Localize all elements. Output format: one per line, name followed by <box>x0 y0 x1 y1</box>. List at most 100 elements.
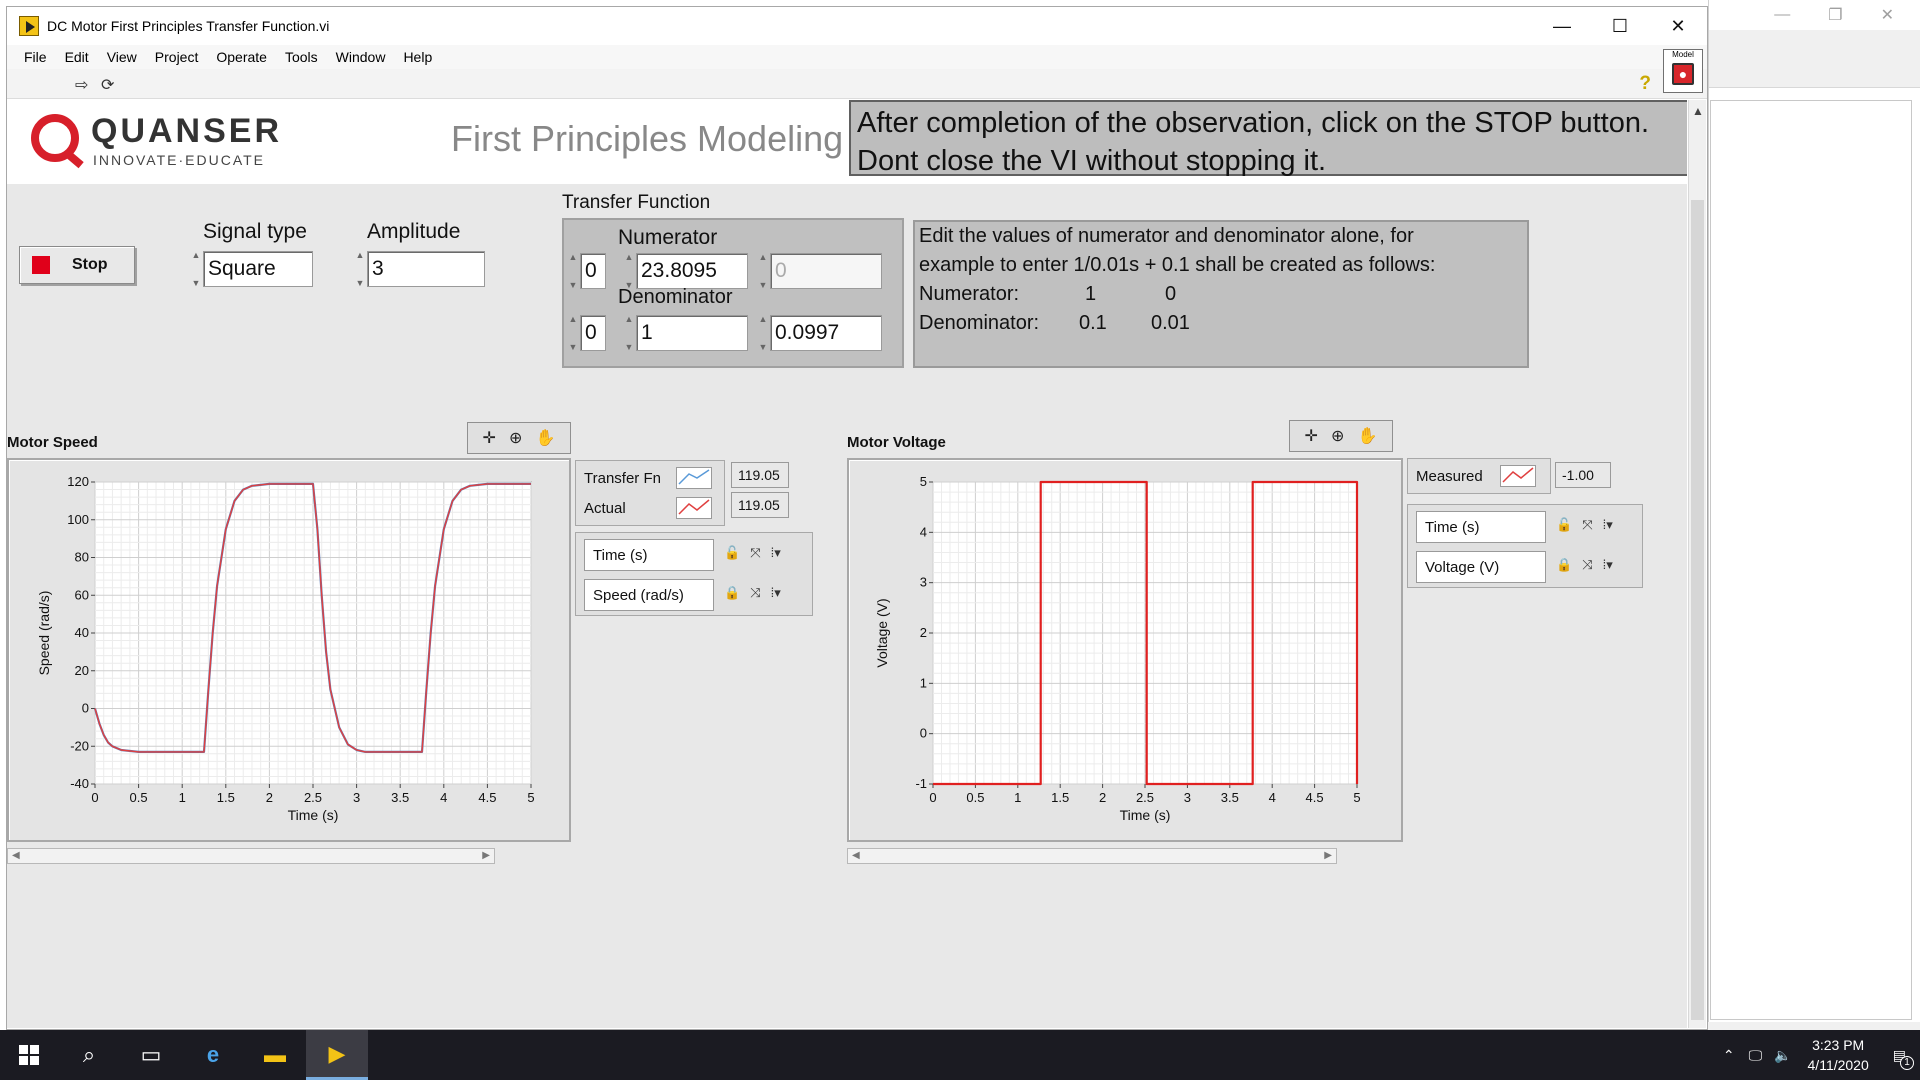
motor-speed-graph[interactable]: 0 0.5 1 1.5 2 2.5 3 3.5 4 4.5 5 -40 -20 0 20 40 60 80 100 1… <box>7 458 571 842</box>
menu-operate[interactable]: Operate <box>216 49 267 65</box>
legend-row-transfer-fn[interactable]: Transfer Fn <box>584 467 712 489</box>
speed-graph-palette: ✛ ⊕ ✋ <box>467 422 571 454</box>
labview-taskbar-icon[interactable]: ▶ <box>306 1030 368 1080</box>
lock-icon[interactable]: 🔒 <box>724 585 741 600</box>
format-y-icon[interactable]: ⁞▾ <box>770 585 781 600</box>
scroll-up-icon[interactable]: ▲ <box>1692 104 1704 118</box>
x-tick-label: 0.5 <box>966 790 984 805</box>
pan-hand-icon[interactable]: ✋ <box>535 430 556 447</box>
close-button[interactable]: ✕ <box>1670 15 1686 36</box>
denominator-0-input[interactable]: 1 <box>636 315 748 351</box>
menu-view[interactable]: View <box>106 49 137 65</box>
amplitude-input[interactable]: 3 <box>367 251 485 287</box>
internet-explorer-icon[interactable]: e <box>206 1042 220 1067</box>
format-y-icon[interactable]: ⁞▾ <box>1602 557 1613 572</box>
numerator-element-0: ▲ ▼ 23.8095 <box>622 252 748 290</box>
run-arrow-icon[interactable]: ⇨ <box>75 77 89 94</box>
context-help-icon[interactable]: ? <box>1639 73 1651 94</box>
zoom-icon[interactable]: ⊕ <box>1331 428 1345 445</box>
cursor-move-icon[interactable]: ✛ <box>482 430 496 447</box>
lock-icon[interactable]: 🔒 <box>1556 557 1573 572</box>
minimize-icon[interactable]: — <box>1774 6 1791 23</box>
numerator-index-spinner[interactable]: ▲ ▼ <box>568 252 578 290</box>
y-scale-voltage[interactable]: Voltage (V) <box>1416 551 1546 583</box>
signal-type-ring[interactable]: Square <box>203 251 313 287</box>
minimize-button[interactable]: — <box>1553 15 1571 36</box>
voltage-graph-scrollbar[interactable]: ◀ ▶ <box>847 848 1337 864</box>
x-axis-label: Time (s) <box>288 807 339 823</box>
windows-taskbar: ⌕ ▭ e ▬ ▶ ⌃ 🖵 🔈 3:23 PM 4/11/2020 ▤ 1 <box>0 1030 1920 1080</box>
speed-plot-legend: Transfer Fn Actual <box>575 460 725 526</box>
taskbar-clock[interactable]: 3:23 PM 4/11/2020 <box>1808 1035 1869 1075</box>
close-icon[interactable]: ✕ <box>1880 7 1894 24</box>
scroll-left-icon[interactable]: ◀ <box>852 850 860 861</box>
numerator-0-input[interactable]: 23.8095 <box>636 253 748 289</box>
amplitude-spinner[interactable]: ▲ ▼ <box>355 250 365 288</box>
scroll-left-icon[interactable]: ◀ <box>12 850 20 861</box>
scroll-right-icon[interactable]: ▶ <box>482 850 490 861</box>
y-tick-label: 4 <box>920 524 927 539</box>
run-continuously-icon[interactable]: ⟳ <box>101 77 115 94</box>
y-tick-label: 2 <box>920 625 927 640</box>
menu-window[interactable]: Window <box>335 49 386 65</box>
search-icon[interactable]: ⌕ <box>82 1042 96 1067</box>
front-panel-vertical-scrollbar[interactable]: ▲ <box>1688 100 1706 1028</box>
motor-voltage-graph[interactable]: 0 0.5 1 1.5 2 2.5 3 3.5 4 4.5 5 -1 0 1 2 3 4 5 Time (s) Vol… <box>847 458 1403 842</box>
speed-graph-scrollbar[interactable]: ◀ ▶ <box>7 848 495 864</box>
note-denominator-val-1: 0.01 <box>1151 312 1190 334</box>
scrollbar-thumb[interactable] <box>1691 200 1704 1020</box>
menu-project[interactable]: Project <box>154 49 199 65</box>
numerator-0-spinner[interactable]: ▲ ▼ <box>624 252 634 290</box>
restore-icon[interactable]: ❐ <box>1828 7 1843 24</box>
maximize-button[interactable]: ☐ <box>1611 15 1629 36</box>
tray-chevron-up-icon[interactable]: ⌃ <box>1722 1046 1735 1063</box>
denominator-index-input[interactable]: 0 <box>580 315 606 351</box>
scroll-right-icon[interactable]: ▶ <box>1324 850 1332 861</box>
autoscale-x-icon[interactable]: ⤧ <box>750 545 761 560</box>
denominator-1-input[interactable]: 0.0997 <box>770 315 882 351</box>
file-explorer-icon[interactable]: ▬ <box>264 1042 286 1067</box>
note-denominator-row: Denominator: 0.1 0.01 <box>919 309 1523 338</box>
start-button[interactable] <box>0 1030 58 1080</box>
legend-row-measured[interactable]: Measured <box>1416 465 1536 487</box>
numerator-1-input[interactable]: 0 <box>770 253 882 289</box>
autoscale-x-icon[interactable]: ⤧ <box>1582 517 1593 532</box>
numerator-index-input[interactable]: 0 <box>580 253 606 289</box>
menu-tools[interactable]: Tools <box>284 49 318 65</box>
lock-icon[interactable]: 🔓 <box>724 545 741 560</box>
network-icon[interactable]: 🖵 <box>1748 1046 1763 1063</box>
lock-icon[interactable]: 🔓 <box>1556 517 1573 532</box>
stop-button[interactable]: Stop <box>19 246 135 284</box>
speed-scale-legend: Time (s) 🔓 ⤧ ⁞▾ Speed (rad/s) 🔒 ⤨ ⁞▾ <box>575 532 813 616</box>
menu-help[interactable]: Help <box>403 49 433 65</box>
autoscale-y-icon[interactable]: ⤨ <box>750 585 761 600</box>
x-tick-label: 1.5 <box>217 790 235 805</box>
volume-icon[interactable]: 🔈 <box>1774 1046 1792 1063</box>
menu-edit[interactable]: Edit <box>64 49 89 65</box>
y-tick-label: 40 <box>75 625 89 640</box>
cursor-move-icon[interactable]: ✛ <box>1304 428 1318 445</box>
format-x-icon[interactable]: ⁞▾ <box>770 545 781 560</box>
x-tick-label: 0 <box>929 790 936 805</box>
legend-row-actual[interactable]: Actual <box>584 497 712 519</box>
denominator-1-spinner[interactable]: ▲ ▼ <box>758 314 768 352</box>
y-tick-label: 60 <box>75 587 89 602</box>
autoscale-y-icon[interactable]: ⤨ <box>1582 557 1593 572</box>
x-scale-time[interactable]: Time (s) <box>584 539 714 571</box>
pan-hand-icon[interactable]: ✋ <box>1357 428 1378 445</box>
format-x-icon[interactable]: ⁞▾ <box>1602 517 1613 532</box>
y-tick-label: -1 <box>915 776 927 791</box>
task-view-icon[interactable]: ▭ <box>140 1042 162 1067</box>
y-scale-speed[interactable]: Speed (rad/s) <box>584 579 714 611</box>
numerator-1-spinner[interactable]: ▲ ▼ <box>758 252 768 290</box>
denominator-0-spinner[interactable]: ▲ ▼ <box>624 314 634 352</box>
notifications-icon[interactable]: ▤ 1 <box>1893 1047 1914 1070</box>
x-tick-label: 5 <box>527 790 534 805</box>
y-tick-label: 20 <box>75 663 89 678</box>
signal-type-spinner[interactable]: ▲ ▼ <box>191 250 201 288</box>
x-scale-time[interactable]: Time (s) <box>1416 511 1546 543</box>
menu-file[interactable]: File <box>24 49 47 65</box>
zoom-icon[interactable]: ⊕ <box>509 430 523 447</box>
note-numerator-row: Numerator: 1 0 <box>919 280 1523 309</box>
denominator-index-spinner[interactable]: ▲ ▼ <box>568 314 578 352</box>
